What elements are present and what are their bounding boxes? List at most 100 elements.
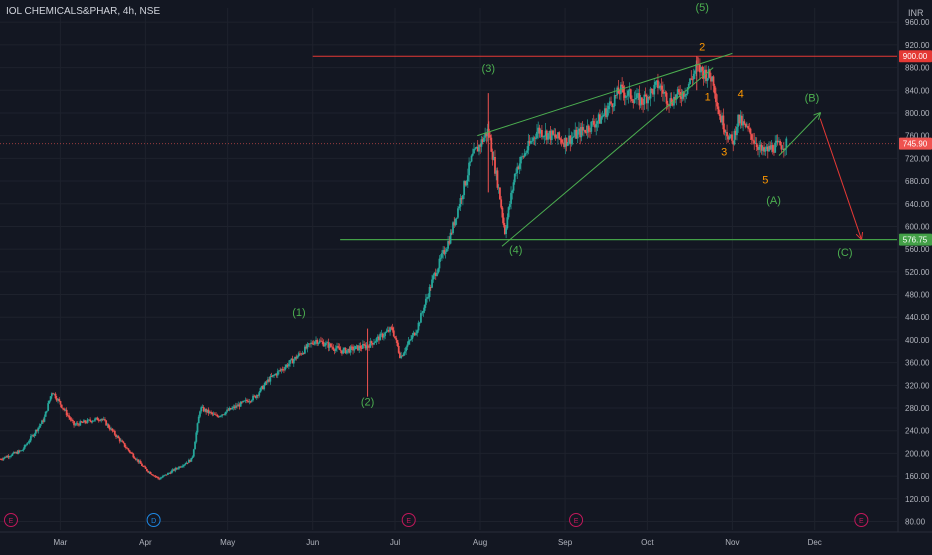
candle-body bbox=[744, 123, 747, 127]
candle-body bbox=[327, 342, 330, 348]
candle-body bbox=[427, 297, 430, 298]
candle-body bbox=[290, 358, 293, 361]
candle-body bbox=[286, 364, 289, 367]
candle-body bbox=[284, 367, 287, 370]
event-label: D bbox=[151, 518, 156, 525]
candle-body bbox=[437, 268, 440, 273]
time-tick-label: Dec bbox=[808, 538, 822, 547]
candle-body bbox=[313, 341, 316, 345]
candle-body bbox=[680, 97, 683, 99]
candle-body bbox=[544, 130, 547, 137]
candle-body bbox=[79, 421, 82, 426]
candle-body bbox=[578, 128, 580, 132]
candle-body bbox=[560, 139, 563, 143]
candle-body bbox=[70, 419, 73, 421]
candle-body bbox=[712, 76, 715, 86]
event-marker[interactable]: D bbox=[146, 513, 161, 527]
candle-body bbox=[289, 360, 291, 364]
candle-body bbox=[447, 241, 449, 249]
candle-body bbox=[64, 409, 67, 411]
candle-body bbox=[206, 409, 209, 413]
candle-body bbox=[658, 87, 661, 89]
candle-body bbox=[48, 400, 51, 404]
event-marker[interactable]: E bbox=[569, 513, 584, 527]
candle-body bbox=[500, 199, 503, 208]
candle-body bbox=[207, 409, 210, 414]
candle-body bbox=[765, 146, 768, 150]
candle-body bbox=[631, 99, 633, 102]
candle-body bbox=[474, 148, 477, 150]
candle-body bbox=[362, 344, 364, 349]
support-tag bbox=[899, 233, 932, 246]
candle-body bbox=[386, 329, 389, 332]
candle-body bbox=[685, 93, 688, 96]
resistance-tag bbox=[899, 50, 932, 63]
candle-body bbox=[136, 459, 138, 461]
candle-body bbox=[218, 416, 221, 418]
candle-body bbox=[692, 73, 695, 80]
event-marker[interactable]: E bbox=[401, 513, 416, 527]
price-tick-label: 640.00 bbox=[905, 200, 930, 209]
candle-body bbox=[39, 423, 42, 426]
candle-body bbox=[491, 151, 494, 160]
candle-body bbox=[57, 398, 59, 401]
candle-body bbox=[306, 344, 309, 349]
candle-body bbox=[190, 457, 193, 462]
event-label: E bbox=[859, 518, 864, 525]
candle-body bbox=[523, 153, 526, 157]
price-tick-label: 760.00 bbox=[905, 132, 930, 141]
candle-body bbox=[199, 411, 201, 417]
candle-body bbox=[171, 469, 174, 471]
candle-body bbox=[16, 451, 19, 454]
candle-body bbox=[125, 446, 127, 448]
wave-label: (4) bbox=[509, 245, 522, 257]
candle-body bbox=[242, 400, 245, 403]
candle-body bbox=[695, 64, 698, 71]
candle-body bbox=[582, 129, 585, 131]
candle-body bbox=[428, 287, 431, 298]
candle-body bbox=[329, 343, 332, 347]
candle-body bbox=[628, 89, 631, 91]
candle-body bbox=[347, 348, 350, 351]
candle-body bbox=[606, 109, 609, 117]
candle-body bbox=[458, 206, 461, 209]
candle-body bbox=[357, 345, 359, 351]
candle-body bbox=[455, 217, 458, 219]
candle-body bbox=[280, 369, 283, 371]
candle-body bbox=[223, 414, 226, 416]
candle-body bbox=[338, 347, 341, 350]
candle-body bbox=[21, 450, 24, 452]
candle-body bbox=[74, 424, 77, 426]
candle-body bbox=[592, 121, 595, 125]
candle-body bbox=[301, 353, 304, 355]
candle-body bbox=[542, 136, 545, 138]
candle-body bbox=[399, 352, 401, 358]
candle-body bbox=[627, 90, 630, 96]
candle-body bbox=[370, 341, 373, 344]
candle-body bbox=[350, 346, 353, 348]
candle-body bbox=[310, 342, 312, 344]
candle-body bbox=[0, 459, 3, 460]
candle-body bbox=[531, 140, 533, 142]
candle-body bbox=[34, 429, 37, 434]
wedge-upper-line bbox=[477, 52, 733, 137]
candle-body bbox=[227, 409, 230, 411]
candle-body bbox=[778, 141, 780, 142]
candle-body bbox=[392, 330, 395, 337]
time-tick-label: Jun bbox=[306, 538, 319, 547]
candle-body bbox=[541, 129, 543, 137]
candle-body bbox=[265, 381, 268, 383]
price-tick-label: 240.00 bbox=[905, 427, 930, 436]
candle-body bbox=[721, 115, 724, 123]
price-tick-label: 80.00 bbox=[905, 517, 926, 526]
candle-body bbox=[529, 141, 532, 144]
event-marker[interactable]: E bbox=[854, 513, 869, 527]
candle-body bbox=[324, 342, 327, 346]
candle-body bbox=[110, 428, 112, 430]
candle-body bbox=[243, 400, 246, 402]
candle-body bbox=[49, 396, 52, 401]
candle-body bbox=[180, 466, 183, 468]
event-marker[interactable]: E bbox=[3, 513, 18, 527]
